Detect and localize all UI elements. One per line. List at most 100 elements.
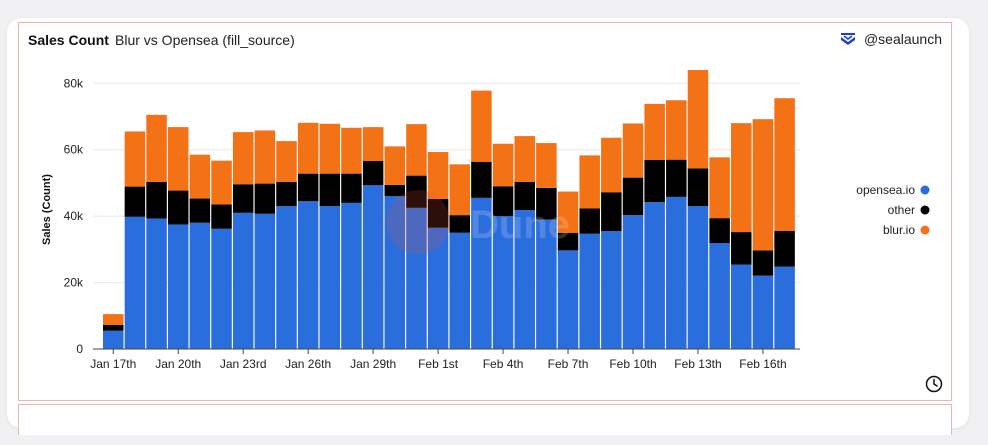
bar-blur-io-21[interactable] [557, 191, 579, 233]
bar-other-15[interactable] [427, 198, 449, 228]
bar-opensea-io-14[interactable] [406, 207, 427, 349]
bar-other-6[interactable] [232, 184, 254, 213]
bar-other-27[interactable] [687, 168, 709, 207]
bar-opensea-io-10[interactable] [319, 206, 341, 349]
bar-other-20[interactable] [536, 187, 557, 220]
legend-swatch[interactable] [920, 185, 930, 195]
bar-opensea-io-1[interactable] [124, 216, 146, 349]
bar-blur-io-23[interactable] [601, 137, 622, 193]
bar-opensea-io-23[interactable] [601, 231, 622, 349]
bar-blur-io-4[interactable] [189, 154, 211, 199]
bar-opensea-io-12[interactable] [362, 185, 384, 349]
bar-blur-io-27[interactable] [687, 70, 709, 169]
bar-blur-io-26[interactable] [666, 100, 687, 160]
bar-blur-io-5[interactable] [211, 160, 232, 205]
bar-opensea-io-7[interactable] [254, 213, 276, 349]
bar-other-13[interactable] [384, 184, 406, 197]
bar-blur-io-20[interactable] [536, 143, 557, 188]
bar-blur-io-31[interactable] [774, 98, 795, 231]
bar-other-28[interactable] [709, 218, 730, 244]
bar-blur-io-9[interactable] [297, 122, 319, 174]
bar-blur-io-1[interactable] [124, 131, 146, 187]
bar-other-26[interactable] [666, 159, 687, 197]
bar-other-30[interactable] [752, 250, 774, 276]
bar-blur-io-8[interactable] [276, 141, 297, 182]
bar-blur-io-2[interactable] [146, 114, 167, 182]
bar-opensea-io-9[interactable] [297, 201, 319, 349]
legend-label[interactable]: other [888, 203, 915, 217]
bar-blur-io-30[interactable] [752, 119, 774, 251]
bar-opensea-io-30[interactable] [752, 275, 774, 349]
bar-opensea-io-20[interactable] [536, 219, 557, 349]
bar-opensea-io-8[interactable] [276, 206, 297, 349]
bar-opensea-io-18[interactable] [492, 216, 514, 349]
bar-blur-io-6[interactable] [232, 132, 254, 185]
legend-label[interactable]: opensea.io [856, 183, 915, 197]
bar-other-2[interactable] [146, 181, 167, 219]
bar-blur-io-12[interactable] [362, 127, 384, 162]
bar-other-11[interactable] [341, 173, 362, 203]
bar-other-4[interactable] [189, 198, 211, 223]
bar-blur-io-0[interactable] [103, 314, 124, 325]
bar-opensea-io-24[interactable] [622, 215, 644, 349]
bar-blur-io-10[interactable] [319, 123, 341, 174]
bar-blur-io-18[interactable] [492, 143, 514, 187]
bar-opensea-io-25[interactable] [644, 202, 665, 349]
bar-opensea-io-13[interactable] [384, 196, 406, 349]
bar-blur-io-17[interactable] [471, 90, 492, 163]
bar-other-10[interactable] [319, 173, 341, 207]
legend-swatch[interactable] [920, 205, 930, 215]
bar-blur-io-19[interactable] [514, 136, 535, 182]
bar-other-7[interactable] [254, 183, 276, 214]
bar-opensea-io-29[interactable] [731, 264, 752, 349]
bar-blur-io-7[interactable] [254, 130, 276, 184]
bar-opensea-io-17[interactable] [471, 197, 492, 349]
bar-other-29[interactable] [731, 232, 752, 265]
bar-other-19[interactable] [514, 181, 535, 211]
bar-other-25[interactable] [644, 160, 665, 203]
brand[interactable]: @sealaunch [840, 31, 942, 47]
bar-opensea-io-27[interactable] [687, 206, 709, 349]
bar-other-3[interactable] [167, 190, 189, 225]
bar-blur-io-22[interactable] [579, 155, 600, 209]
bar-other-0[interactable] [103, 324, 124, 331]
bar-other-5[interactable] [211, 204, 232, 229]
bar-other-22[interactable] [579, 208, 600, 234]
bar-other-16[interactable] [449, 215, 471, 233]
bar-other-31[interactable] [774, 230, 795, 267]
bar-other-9[interactable] [297, 173, 319, 202]
bar-blur-io-24[interactable] [622, 123, 644, 178]
bar-other-24[interactable] [622, 177, 644, 216]
bar-other-21[interactable] [557, 232, 579, 251]
legend-label[interactable]: blur.io [883, 223, 915, 237]
bar-other-1[interactable] [124, 186, 146, 217]
bar-opensea-io-19[interactable] [514, 210, 535, 349]
bar-other-14[interactable] [406, 175, 427, 208]
bar-other-23[interactable] [601, 192, 622, 232]
bar-opensea-io-5[interactable] [211, 228, 232, 349]
bar-opensea-io-6[interactable] [232, 212, 254, 349]
bar-other-8[interactable] [276, 181, 297, 207]
bar-opensea-io-31[interactable] [774, 266, 795, 349]
bar-opensea-io-3[interactable] [167, 224, 189, 349]
bar-blur-io-25[interactable] [644, 103, 665, 161]
bar-opensea-io-28[interactable] [709, 243, 730, 349]
bar-opensea-io-4[interactable] [189, 222, 211, 349]
bar-blur-io-3[interactable] [167, 127, 189, 191]
bar-blur-io-16[interactable] [449, 164, 471, 216]
bar-opensea-io-15[interactable] [427, 227, 449, 349]
bar-other-17[interactable] [471, 162, 492, 198]
legend-swatch[interactable] [920, 225, 930, 235]
bar-other-18[interactable] [492, 186, 514, 217]
bar-blur-io-29[interactable] [731, 123, 752, 233]
bar-blur-io-28[interactable] [709, 157, 730, 219]
bar-opensea-io-0[interactable] [103, 330, 124, 349]
bar-blur-io-15[interactable] [427, 152, 449, 199]
bar-opensea-io-22[interactable] [579, 233, 600, 349]
clock-icon[interactable] [925, 375, 943, 393]
bar-blur-io-13[interactable] [384, 146, 406, 185]
bar-blur-io-11[interactable] [341, 127, 362, 174]
bar-opensea-io-21[interactable] [557, 250, 579, 349]
bar-other-12[interactable] [362, 161, 384, 186]
bar-opensea-io-16[interactable] [449, 232, 471, 349]
